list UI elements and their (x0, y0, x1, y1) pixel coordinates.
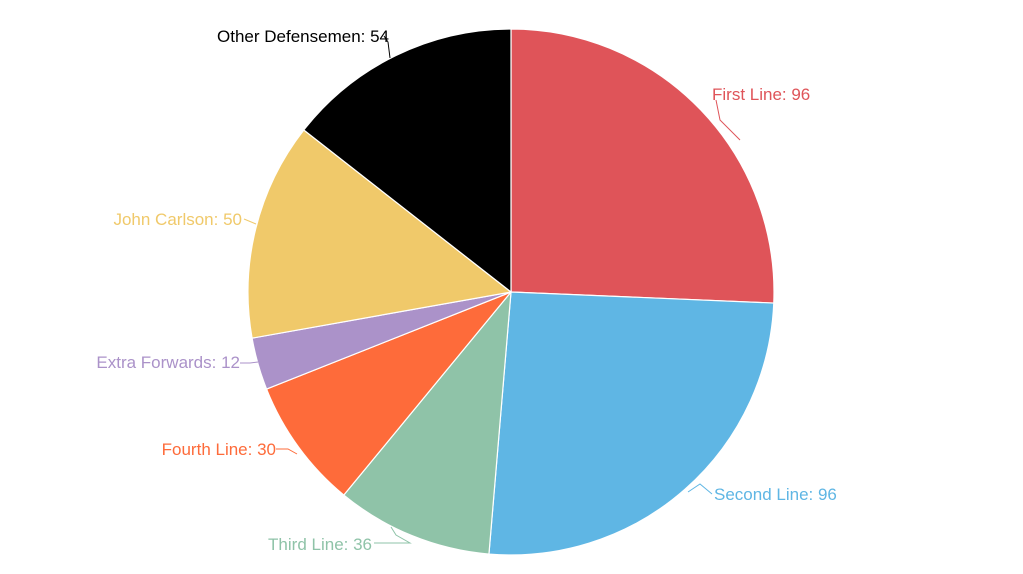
slice-label-second-line: Second Line: 96 (714, 485, 837, 504)
pie-slice-fourth-line (265, 291, 512, 496)
slice-labels: First Line: 96 Second Line: 96 Third Line:… (96, 27, 837, 554)
pie-slices (247, 28, 775, 556)
slice-label-first-line: First Line: 96 (712, 85, 810, 104)
leader-line-first-line (715, 99, 741, 141)
pie-slice-third-line (342, 290, 512, 555)
pie-slice-john-carlson (247, 129, 513, 339)
leader-line-second-line (687, 483, 713, 495)
slice-label-other-defensemen: Other Defensemen: 54 (217, 27, 389, 46)
slice-label-extra-forwards: Extra Forwards: 12 (96, 353, 240, 372)
label-leader-lines (240, 35, 741, 544)
slice-label-third-line: Third Line: 36 (268, 535, 372, 554)
leader-line-other-defensemen (383, 35, 391, 59)
slice-label-fourth-line: Fourth Line: 30 (162, 440, 276, 459)
leader-line-john-carlson (243, 218, 257, 225)
slice-label-john-carlson: John Carlson: 50 (113, 210, 242, 229)
pie-slice-first-line (510, 28, 775, 304)
pie-slice-other-defensemen (302, 28, 512, 294)
leader-line-extra-forwards (240, 361, 259, 364)
leader-line-third-line (374, 526, 412, 544)
pie-slice-second-line (488, 291, 775, 556)
leader-line-fourth-line (276, 448, 298, 455)
